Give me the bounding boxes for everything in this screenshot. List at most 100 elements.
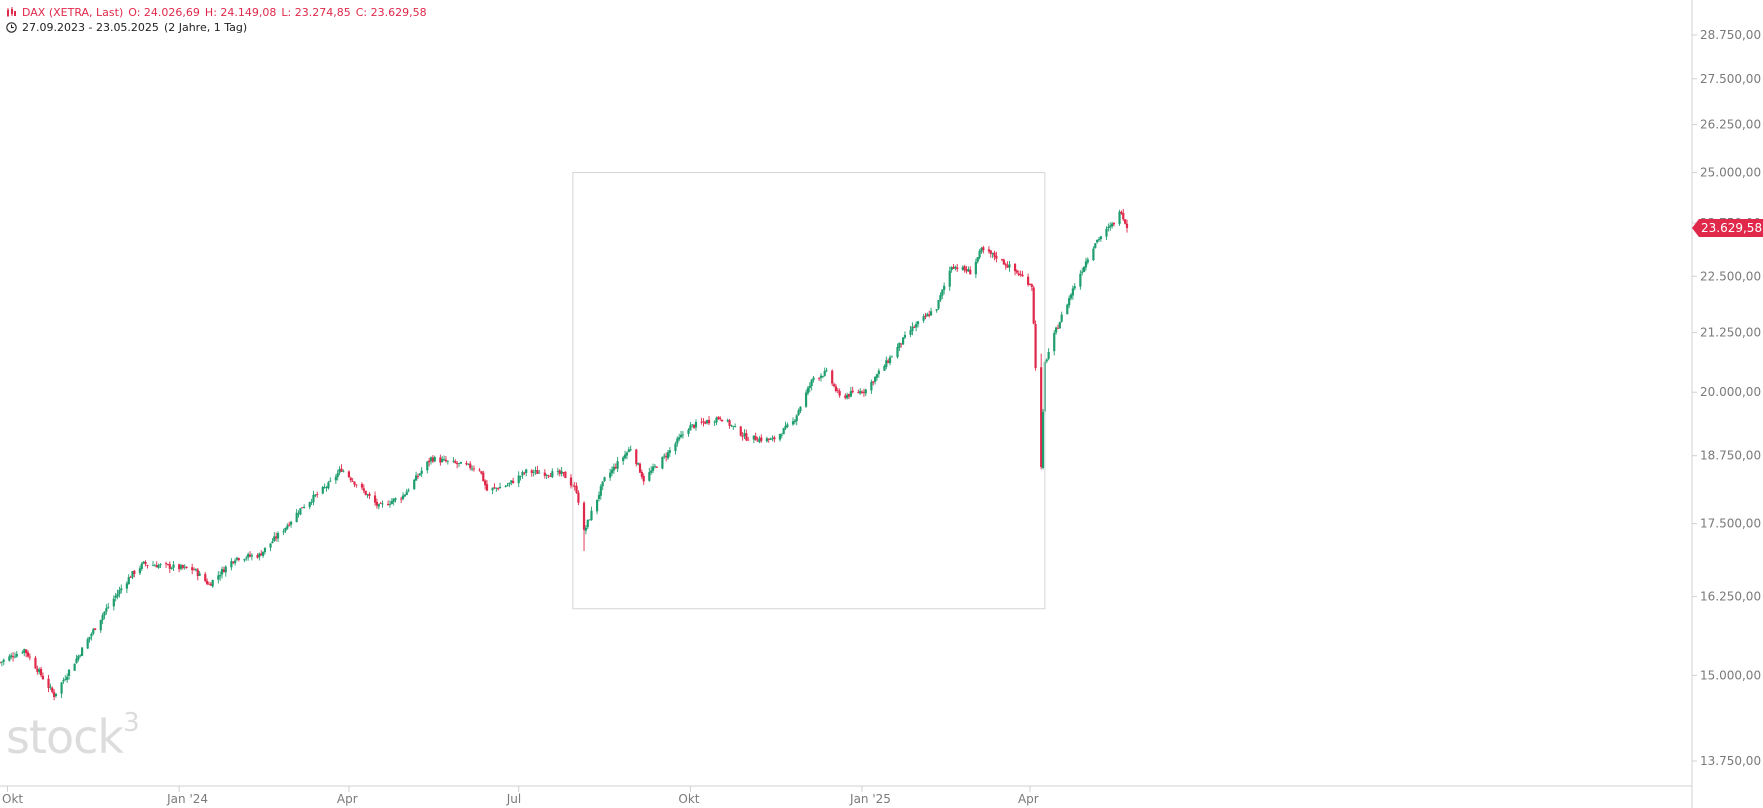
candle-body xyxy=(140,563,143,569)
candle-body xyxy=(1125,223,1129,229)
candle-body xyxy=(564,471,567,479)
candle-body xyxy=(41,675,45,680)
candle-body xyxy=(299,508,302,515)
candle-body xyxy=(261,551,265,556)
y-tick-label: 15.000,00 xyxy=(1700,668,1761,682)
candle-body xyxy=(107,606,110,608)
candle-body xyxy=(0,661,3,663)
candle-body xyxy=(530,470,533,473)
candle-body xyxy=(590,510,593,521)
candle-body xyxy=(952,266,955,269)
candle-body xyxy=(495,487,498,489)
candle-body xyxy=(284,527,287,531)
candle-body xyxy=(599,486,602,496)
candle-body xyxy=(909,330,912,335)
candle-body xyxy=(1030,284,1033,287)
clock-icon[interactable] xyxy=(6,22,17,36)
candle-body xyxy=(303,506,306,508)
candle-body xyxy=(416,476,420,477)
candle-body xyxy=(782,428,785,435)
candle-body xyxy=(94,628,97,630)
candle-body xyxy=(821,376,824,378)
candle-body xyxy=(138,568,142,574)
candle-body xyxy=(1006,265,1009,268)
candle-body xyxy=(75,658,78,664)
candle-body xyxy=(717,416,720,419)
candle-body xyxy=(497,488,500,490)
candle-body xyxy=(172,564,175,568)
candle-body xyxy=(874,376,877,382)
candle-body xyxy=(726,420,729,422)
candle-body xyxy=(144,561,147,565)
candle-body xyxy=(454,461,457,463)
candle-body xyxy=(209,584,212,586)
candle-body xyxy=(862,391,866,393)
candle-body xyxy=(470,468,474,470)
instrument-name[interactable]: DAX (XETRA, Last) xyxy=(22,6,124,19)
candle-body xyxy=(112,598,115,607)
candle-body xyxy=(769,438,772,440)
candle-body xyxy=(614,467,617,469)
candle-body xyxy=(289,521,293,525)
candle-body xyxy=(1060,314,1063,322)
candle-body xyxy=(1021,274,1024,277)
candle-body xyxy=(547,475,550,477)
candle-body xyxy=(414,475,418,481)
candle-body xyxy=(47,678,50,688)
candle-body xyxy=(534,470,537,472)
candle-body xyxy=(597,495,601,500)
candle-body xyxy=(666,452,670,459)
candle-body xyxy=(217,575,220,580)
candle-body xyxy=(784,425,787,429)
candle-body xyxy=(519,476,522,477)
last-price-marker xyxy=(1692,219,1763,238)
candle-body xyxy=(549,476,552,477)
candle-body xyxy=(431,457,434,462)
candle-body xyxy=(610,469,614,474)
date-range[interactable]: 27.09.2023 - 23.05.2025 xyxy=(22,21,159,34)
candle-body xyxy=(629,449,632,451)
candle-body xyxy=(467,463,470,465)
candle-body xyxy=(178,564,181,570)
candle-body xyxy=(538,472,541,474)
candle-body xyxy=(103,611,106,616)
candle-body xyxy=(260,553,263,556)
candle-body xyxy=(558,470,561,474)
candle-body xyxy=(888,357,892,364)
candle-body xyxy=(1112,222,1116,225)
candle-body xyxy=(747,439,750,441)
candle-body xyxy=(459,462,462,464)
candle-body xyxy=(54,693,58,697)
candle-body xyxy=(420,470,423,474)
candle-body xyxy=(903,334,907,338)
candle-body xyxy=(1120,211,1123,214)
candle-body xyxy=(36,668,39,672)
candle-body xyxy=(388,504,392,505)
candle-body xyxy=(1058,322,1061,329)
candle-body xyxy=(851,390,854,393)
candle-body xyxy=(741,436,744,437)
close-value: C: 23.629,58 xyxy=(355,6,427,19)
candle-body xyxy=(625,452,629,456)
candle-body xyxy=(545,474,548,476)
candle-body xyxy=(38,669,41,673)
candle-body xyxy=(694,421,698,428)
candle-body xyxy=(573,486,576,488)
candle-body xyxy=(469,463,472,469)
zoom-selection-box[interactable] xyxy=(572,172,1046,610)
candle-body xyxy=(99,619,102,631)
candle-body xyxy=(314,494,317,496)
candle-body xyxy=(1047,352,1050,359)
candle-body xyxy=(379,503,382,504)
candle-body xyxy=(928,314,931,316)
candle-body xyxy=(1027,276,1030,285)
candle-body xyxy=(2,659,5,662)
candle-body xyxy=(1068,298,1071,306)
candle-body xyxy=(92,629,95,634)
candle-body xyxy=(183,566,186,568)
candle-body xyxy=(407,489,410,491)
candle-body xyxy=(347,471,351,478)
candle-body xyxy=(870,381,873,391)
candle-body xyxy=(678,437,681,440)
